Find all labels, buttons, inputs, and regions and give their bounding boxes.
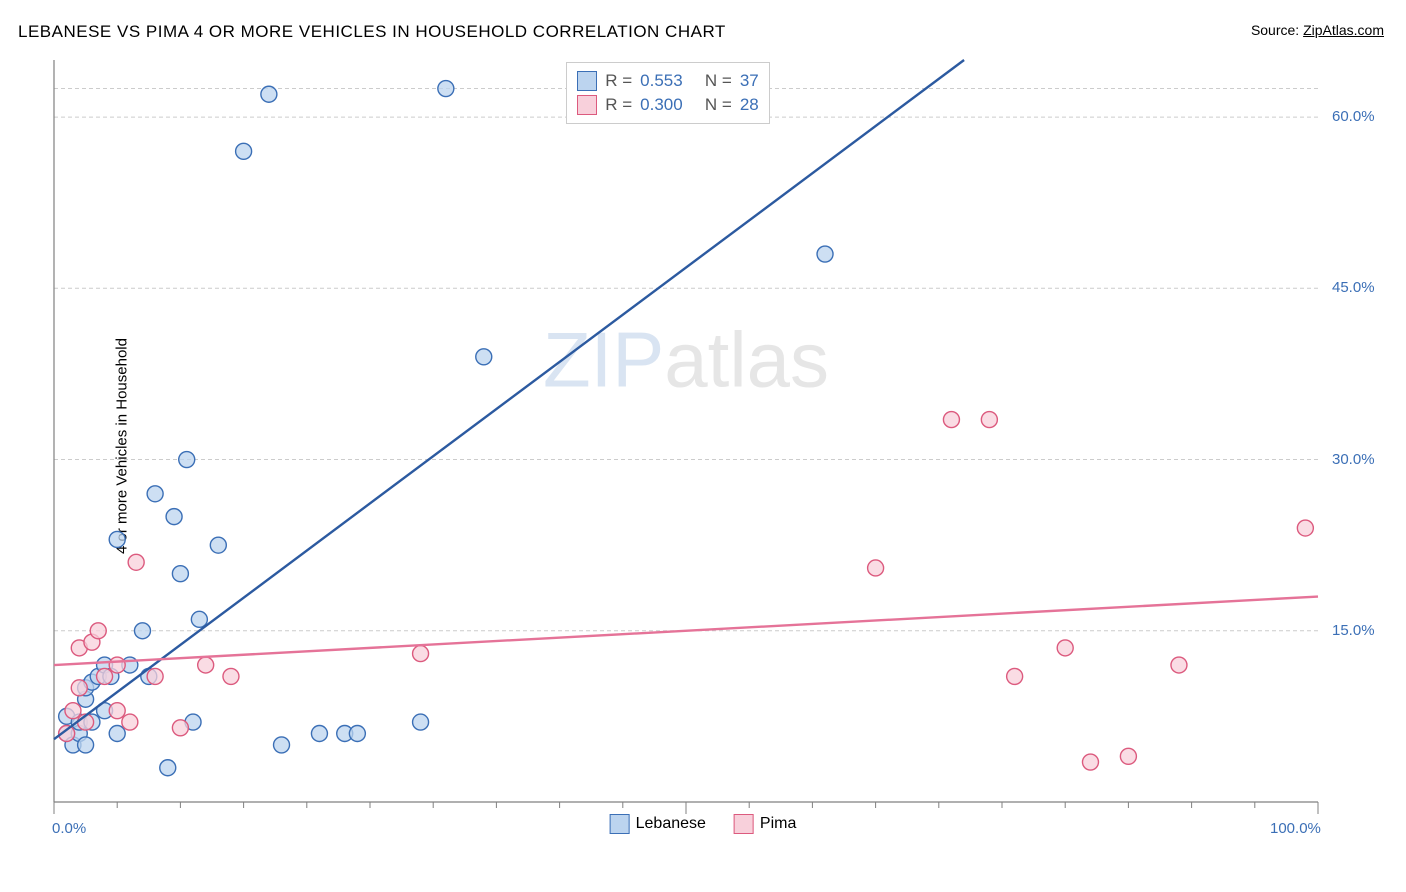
data-point <box>349 726 365 742</box>
data-point <box>198 657 214 673</box>
data-point <box>438 81 454 97</box>
data-point <box>147 668 163 684</box>
scatter-plot: ZIPatlas <box>48 50 1388 842</box>
watermark: ZIPatlas <box>543 315 829 403</box>
data-point <box>122 714 138 730</box>
data-point <box>128 554 144 570</box>
y-tick-label: 60.0% <box>1332 108 1375 125</box>
legend-item: Lebanese <box>610 814 706 834</box>
stats-row: R = 0.553 N = 37 <box>577 69 759 93</box>
legend-swatch <box>734 814 754 834</box>
data-point <box>1297 520 1313 536</box>
data-point <box>476 349 492 365</box>
data-point <box>90 623 106 639</box>
n-value: 37 <box>740 71 759 91</box>
data-point <box>413 646 429 662</box>
data-point <box>172 566 188 582</box>
legend-swatch <box>577 71 597 91</box>
data-point <box>261 86 277 102</box>
data-point <box>134 623 150 639</box>
r-label: R = <box>605 71 632 91</box>
y-tick-label: 30.0% <box>1332 451 1375 468</box>
data-point <box>1082 754 1098 770</box>
data-point <box>236 143 252 159</box>
data-point <box>210 537 226 553</box>
r-value: 0.553 <box>640 71 692 91</box>
n-label: N = <box>700 71 732 91</box>
data-point <box>147 486 163 502</box>
data-point <box>166 509 182 525</box>
data-point <box>1057 640 1073 656</box>
data-point <box>1171 657 1187 673</box>
chart-title: LEBANESE VS PIMA 4 OR MORE VEHICLES IN H… <box>18 22 726 42</box>
r-label: R = <box>605 95 632 115</box>
data-point <box>1120 748 1136 764</box>
source-link[interactable]: ZipAtlas.com <box>1303 22 1384 38</box>
n-value: 28 <box>740 95 759 115</box>
data-point <box>109 726 125 742</box>
data-point <box>817 246 833 262</box>
data-point <box>191 611 207 627</box>
series-legend: Lebanese Pima <box>610 814 797 834</box>
source-prefix: Source: <box>1251 22 1303 38</box>
legend-label: Pima <box>760 815 796 833</box>
y-tick-label: 45.0% <box>1332 279 1375 296</box>
legend-item: Pima <box>734 814 796 834</box>
data-point <box>109 703 125 719</box>
data-point <box>97 668 113 684</box>
stats-legend: R = 0.553 N = 37R = 0.300 N = 28 <box>566 62 770 124</box>
data-point <box>274 737 290 753</box>
legend-label: Lebanese <box>636 815 706 833</box>
data-point <box>943 412 959 428</box>
data-point <box>981 412 997 428</box>
source-attribution: Source: ZipAtlas.com <box>1251 22 1384 38</box>
data-point <box>160 760 176 776</box>
stats-row: R = 0.300 N = 28 <box>577 93 759 117</box>
data-point <box>179 452 195 468</box>
y-tick-label: 15.0% <box>1332 622 1375 639</box>
legend-swatch <box>610 814 630 834</box>
data-point <box>109 531 125 547</box>
data-point <box>413 714 429 730</box>
data-point <box>1007 668 1023 684</box>
data-point <box>109 657 125 673</box>
legend-swatch <box>577 95 597 115</box>
data-point <box>223 668 239 684</box>
data-point <box>172 720 188 736</box>
data-point <box>65 703 81 719</box>
x-tick-label: 0.0% <box>52 820 86 837</box>
data-point <box>868 560 884 576</box>
data-point <box>71 680 87 696</box>
data-point <box>78 737 94 753</box>
x-tick-label: 100.0% <box>1270 820 1321 837</box>
data-point <box>311 726 327 742</box>
n-label: N = <box>700 95 732 115</box>
r-value: 0.300 <box>640 95 692 115</box>
